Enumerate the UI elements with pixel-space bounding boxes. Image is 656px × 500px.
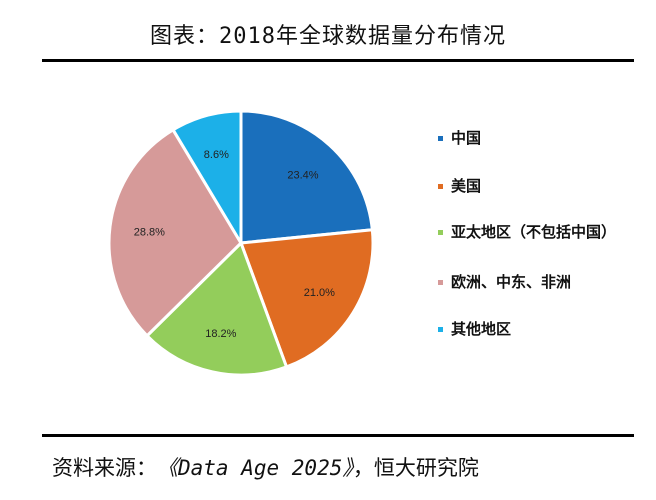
pie-label-china: 23.4% [287, 169, 318, 181]
pie-slice-emea [107, 128, 243, 338]
pie-label-emea: 28.8% [134, 226, 165, 238]
legend-label-emea: 欧洲、中东、非洲 [451, 273, 572, 291]
top-divider [42, 59, 634, 62]
legend-label-other: 其他地区 [451, 320, 512, 338]
source-label: 资料来源： [52, 456, 157, 480]
legend-swatch-emea [438, 280, 443, 285]
legend-item-emea: 欧洲、中东、非洲 [438, 273, 628, 292]
legend-label-usa: 美国 [451, 177, 482, 195]
pie-slice-apac [145, 241, 288, 377]
chart-title: 图表：2018年全球数据量分布情况 [150, 24, 506, 49]
legend-item-usa: 美国 [438, 177, 628, 196]
legend-swatch-usa [438, 184, 443, 189]
bottom-divider [42, 434, 634, 437]
source-note: 资料来源：《Data Age 2025》，恒大研究院 [52, 452, 479, 482]
pie-slice-china [239, 109, 374, 245]
source-title: 《Data Age 2025》 [157, 456, 353, 480]
legend-swatch-china [438, 136, 443, 141]
pie-label-other: 8.6% [204, 149, 229, 161]
legend-item-china: 中国 [438, 129, 628, 148]
legend-swatch-other [438, 327, 443, 332]
legend-label-china: 中国 [451, 129, 482, 147]
legend-label-apac: 亚太地区（不包括中国） [451, 223, 617, 241]
source-org: ，恒大研究院 [352, 456, 479, 480]
legend-item-apac: 亚太地区（不包括中国） [438, 223, 618, 242]
pie-label-apac: 18.2% [205, 328, 236, 340]
legend-item-other: 其他地区 [438, 320, 628, 339]
pie-slice-other [171, 109, 243, 245]
pie-label-usa: 21.0% [304, 287, 335, 299]
legend-swatch-apac [438, 230, 443, 235]
